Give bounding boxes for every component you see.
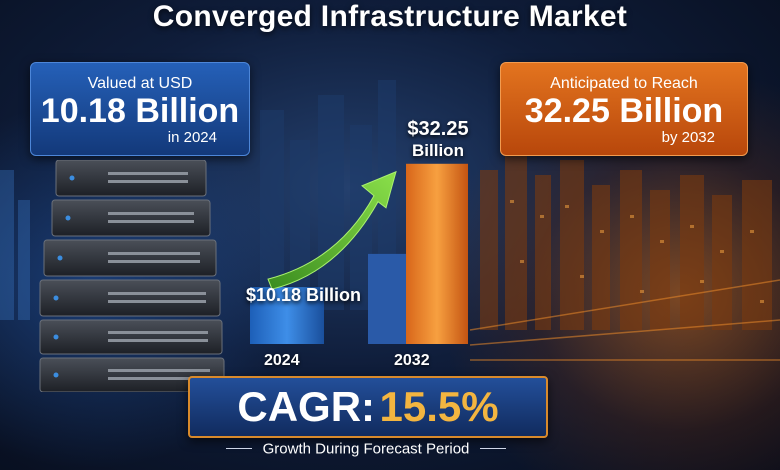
valued-callout-value: 10.18 Billion <box>40 92 240 130</box>
valued-callout-box: Valued at USD 10.18 Billion in 2024 <box>30 62 250 156</box>
anticipated-callout-value: 32.25 Billion <box>524 92 724 130</box>
anticipated-callout-box: Anticipated to Reach 32.25 Billion by 20… <box>500 62 748 156</box>
cagr-banner: CAGR: 15.5% <box>188 376 548 438</box>
bar-label-2032-value: $32.25 <box>407 118 469 140</box>
bar-label-2032-unit: Billion <box>412 141 464 160</box>
bar-2024 <box>250 287 324 344</box>
valued-callout-year: in 2024 <box>167 129 217 146</box>
server-rack-icon <box>39 160 225 392</box>
cagr-value: 15.5% <box>379 383 499 430</box>
anticipated-callout-year: by 2032 <box>661 129 715 146</box>
bar-label-2032: $32.25 Billion <box>388 118 488 162</box>
subtitle-row: Growth During Forecast Period <box>188 440 544 458</box>
bar-2032 <box>406 163 468 344</box>
x-tick-2024: 2024 <box>264 352 300 369</box>
bar-label-2024: $10.18 Billion <box>246 285 362 305</box>
x-tick-2032: 2032 <box>394 352 430 369</box>
subtitle-divider-left <box>226 448 253 450</box>
growth-arrow-icon <box>267 170 397 290</box>
valued-callout-line1: Valued at USD <box>87 75 193 92</box>
cagr-label: CAGR: <box>237 383 376 430</box>
anticipated-callout-line1: Anticipated to Reach <box>550 75 698 92</box>
subtitle: Growth During Forecast Period <box>262 440 470 458</box>
page-title: Converged Infrastructure Market <box>152 0 628 33</box>
subtitle-divider-right <box>479 448 506 450</box>
bar-2032-side <box>368 253 408 344</box>
